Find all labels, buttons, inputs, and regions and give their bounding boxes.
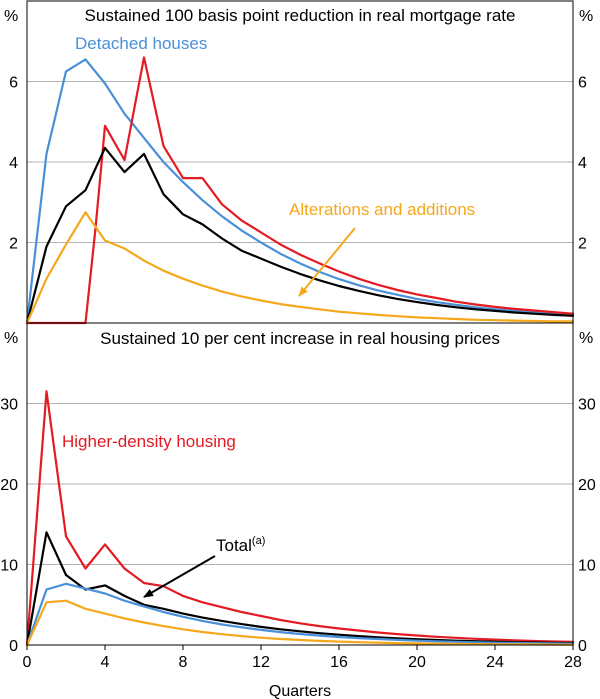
top-series-detached-houses [25, 58, 575, 325]
top-gridlines [27, 81, 573, 243]
bottom-series-detached-houses [25, 582, 575, 647]
top-y-tick-right: 4 [578, 155, 587, 172]
x-tick-label: 12 [252, 654, 270, 671]
bottom-y-tick-left: 0 [9, 638, 18, 655]
annotation-total-superscript: (a) [252, 535, 265, 547]
x-axis-label: Quarters [269, 683, 331, 699]
x-tick-label: 0 [23, 654, 32, 671]
top-panel: Sustained 100 basis point reduction in r… [4, 0, 593, 325]
bottom-unit-right: % [579, 330, 593, 347]
x-tick-labels: 0 4 8 12 16 20 24 28 [23, 645, 582, 671]
top-series-higher-density-housing [25, 56, 575, 325]
annotation-total: Total(a) [216, 535, 265, 555]
bottom-gridlines [27, 403, 573, 565]
alterations-arrow [298, 227, 356, 297]
top-y-tick-right: 6 [578, 75, 587, 92]
bottom-y-tick-left: 30 [0, 397, 18, 414]
bottom-unit-left: % [4, 330, 18, 347]
bottom-y-tick-right: 0 [578, 638, 587, 655]
bottom-series-alterations-and-additions [25, 599, 575, 647]
bottom-y-tick-right: 30 [578, 397, 596, 414]
bottom-y-tick-left: 10 [0, 558, 18, 575]
bottom-y-tick-right: 20 [578, 477, 596, 494]
x-tick-label: 24 [486, 654, 504, 671]
top-unit-left: % [4, 8, 18, 25]
bottom-y-tick-right: 10 [578, 558, 596, 575]
x-tick-label: 28 [564, 654, 582, 671]
bottom-panel-frame [26, 322, 574, 646]
top-unit-right: % [579, 8, 593, 25]
annotation-total-label: Total [216, 536, 252, 555]
x-tick-label: 4 [101, 654, 110, 671]
x-tick-label: 16 [330, 654, 348, 671]
bottom-panel-title: Sustained 10 per cent increase in real h… [100, 329, 500, 348]
top-y-tick-labels: 2 2 4 4 6 6 [9, 75, 587, 253]
annotation-detached-houses: Detached houses [75, 34, 207, 53]
top-series-group [25, 56, 575, 325]
top-y-tick-left: 2 [9, 236, 18, 253]
bottom-panel: Sustained 10 per cent increase in real h… [0, 322, 596, 699]
top-panel-title: Sustained 100 basis point reduction in r… [85, 6, 516, 25]
bottom-series-group [25, 390, 575, 647]
bottom-y-tick-left: 20 [0, 477, 18, 494]
bottom-y-tick-labels: 0 0 10 10 20 20 30 30 [0, 397, 596, 656]
total-arrow [143, 555, 216, 598]
annotation-alterations-additions: Alterations and additions [289, 200, 475, 219]
top-y-tick-right: 2 [578, 236, 587, 253]
x-tick-label: 8 [179, 654, 188, 671]
top-y-tick-left: 4 [9, 155, 18, 172]
top-y-tick-left: 6 [9, 75, 18, 92]
top-series-alterations-and-additions [25, 211, 575, 325]
x-tick-label: 20 [408, 654, 426, 671]
top-series-total [25, 146, 575, 325]
bottom-series-higher-density-housing [25, 390, 575, 647]
annotation-higher-density: Higher-density housing [62, 432, 236, 451]
